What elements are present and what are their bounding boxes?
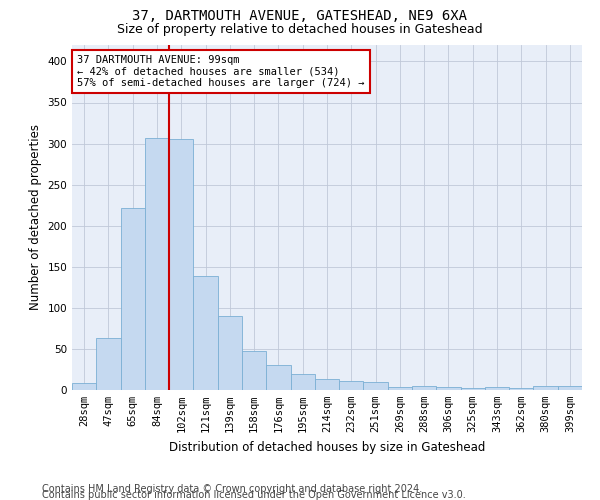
Bar xyxy=(96,338,121,390)
Text: 37, DARTMOUTH AVENUE, GATESHEAD, NE9 6XA: 37, DARTMOUTH AVENUE, GATESHEAD, NE9 6XA xyxy=(133,9,467,23)
Bar xyxy=(315,378,339,390)
Bar xyxy=(145,138,169,390)
Text: Contains HM Land Registry data © Crown copyright and database right 2024.: Contains HM Land Registry data © Crown c… xyxy=(42,484,422,494)
Bar xyxy=(242,352,266,390)
Bar xyxy=(364,382,388,390)
Bar xyxy=(436,386,461,390)
Text: 37 DARTMOUTH AVENUE: 99sqm
← 42% of detached houses are smaller (534)
57% of sem: 37 DARTMOUTH AVENUE: 99sqm ← 42% of deta… xyxy=(77,55,364,88)
Y-axis label: Number of detached properties: Number of detached properties xyxy=(29,124,42,310)
Bar xyxy=(193,276,218,390)
Bar xyxy=(218,316,242,390)
Bar xyxy=(509,388,533,390)
Bar xyxy=(558,386,582,390)
Bar xyxy=(388,386,412,390)
Bar xyxy=(169,140,193,390)
Bar xyxy=(533,386,558,390)
Text: Contains public sector information licensed under the Open Government Licence v3: Contains public sector information licen… xyxy=(42,490,466,500)
Bar xyxy=(266,366,290,390)
X-axis label: Distribution of detached houses by size in Gateshead: Distribution of detached houses by size … xyxy=(169,440,485,454)
Bar xyxy=(290,374,315,390)
Bar xyxy=(485,386,509,390)
Text: Size of property relative to detached houses in Gateshead: Size of property relative to detached ho… xyxy=(117,22,483,36)
Bar xyxy=(412,386,436,390)
Bar xyxy=(72,384,96,390)
Bar xyxy=(339,381,364,390)
Bar xyxy=(461,388,485,390)
Bar xyxy=(121,208,145,390)
